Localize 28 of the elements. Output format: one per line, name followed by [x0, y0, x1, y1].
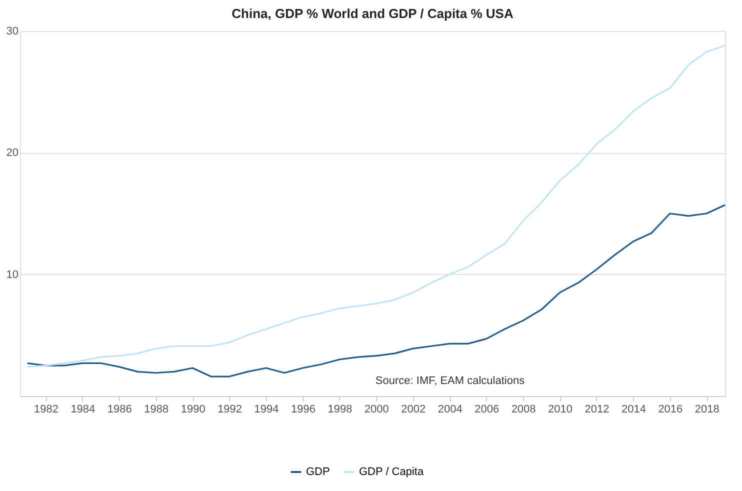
x-tick-label: 1998 [328, 404, 352, 416]
y-tick-label: 10 [6, 268, 18, 281]
x-tick-label: 2006 [474, 404, 500, 416]
x-tick-label: 1992 [218, 404, 242, 416]
x-tick-label: 2018 [694, 404, 720, 416]
x-tick-label: 2000 [364, 404, 389, 416]
y-tick-label: 20 [6, 147, 18, 160]
x-tick-label: 2016 [658, 404, 683, 416]
x-tick-label: 1990 [180, 404, 206, 416]
x-tick-label: 1986 [107, 404, 132, 416]
line-series [26, 204, 726, 378]
legend-label: GDP [306, 466, 330, 478]
legend-label: GDP / Capita [359, 466, 424, 478]
chart-title: China, GDP % World and GDP / Capita % USA [232, 6, 514, 21]
annotation: Source: IMF, EAM calculations [375, 375, 526, 387]
x-tick-label: 1988 [144, 404, 169, 416]
x-tick-label: 2004 [438, 404, 462, 416]
x-tick-label: 2002 [401, 404, 426, 416]
y-tick-label: 30 [6, 26, 18, 38]
x-tick-label: 1982 [34, 404, 58, 416]
x-tick-label: 1984 [70, 404, 96, 416]
x-tick-label: 2008 [511, 404, 536, 416]
x-tick-label: 1994 [254, 404, 279, 416]
x-tick-label: 2010 [548, 404, 573, 416]
line-series [26, 44, 726, 368]
x-tick-label: 2014 [621, 404, 646, 416]
x-tick-label: 2012 [584, 404, 610, 416]
x-tick-label: 1996 [290, 404, 316, 416]
